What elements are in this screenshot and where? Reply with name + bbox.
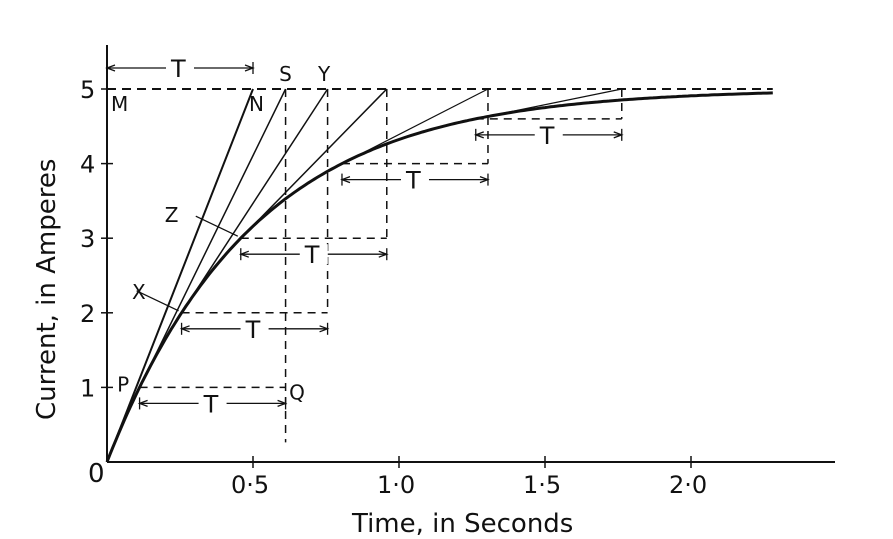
t-label-bg	[534, 124, 563, 145]
y-tick-label: 4	[80, 151, 95, 179]
x-axis-label: Time, in Seconds	[351, 509, 573, 539]
current-curve	[105, 91, 773, 463]
t-label-bg	[166, 58, 194, 78]
x-tick-label: 1·5	[523, 471, 561, 499]
time-constant-label: T	[304, 241, 320, 269]
y-tick-label: 5	[80, 76, 95, 104]
point-label-m: M	[111, 92, 128, 116]
leader-arrow-x	[136, 290, 179, 312]
tangent-line	[475, 88, 622, 120]
x-tick-label: 0·5	[231, 471, 269, 499]
point-label-q: Q	[289, 380, 305, 404]
t-label-bg	[240, 318, 269, 339]
x-tick-label: 1·0	[377, 471, 415, 499]
t-label-bg	[400, 169, 429, 190]
leader-arrow-z	[195, 215, 239, 237]
time-constant-label: T	[170, 55, 186, 83]
tangent-line	[138, 88, 287, 388]
time-constant-label: T	[539, 122, 555, 150]
tangent-line	[341, 88, 489, 165]
origin-label: 0	[88, 459, 105, 489]
point-label-n: N	[249, 92, 264, 116]
initial-tangent-line	[106, 88, 254, 463]
point-label-y: Y	[317, 62, 331, 86]
t-label-bg	[198, 393, 227, 414]
time-constant-label: T	[405, 167, 421, 195]
t-label-bg	[299, 244, 328, 265]
tangent-line	[240, 88, 388, 239]
tangent-line	[180, 88, 329, 314]
x-tick-label: 2·0	[669, 471, 707, 499]
y-axis-label: Current, in Amperes	[32, 159, 62, 420]
y-tick-label: 3	[80, 225, 95, 253]
y-tick-label: 2	[80, 300, 95, 328]
point-label-p: P	[117, 372, 129, 396]
y-tick-label: 1	[80, 374, 95, 402]
time-constant-label: T	[245, 316, 261, 344]
time-constant-label: T	[203, 390, 219, 418]
point-label-s: S	[279, 62, 292, 86]
point-label-z: Z	[165, 203, 179, 227]
